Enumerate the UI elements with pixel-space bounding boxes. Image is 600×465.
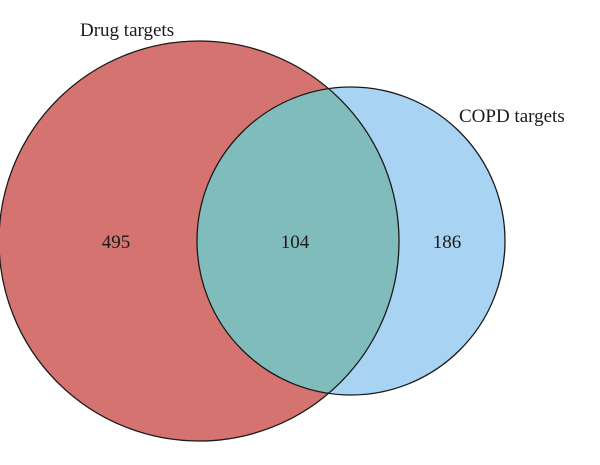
intersection-region (197, 87, 399, 395)
intersection-count: 104 (281, 232, 310, 253)
drug-only-count: 495 (102, 232, 131, 253)
drug-targets-outline (0, 40, 400, 442)
copd-targets-outline (196, 86, 506, 396)
copd-targets-label: COPD targets (459, 106, 565, 127)
copd-only-count: 186 (433, 232, 462, 253)
drug-targets-label: Drug targets (80, 20, 174, 41)
